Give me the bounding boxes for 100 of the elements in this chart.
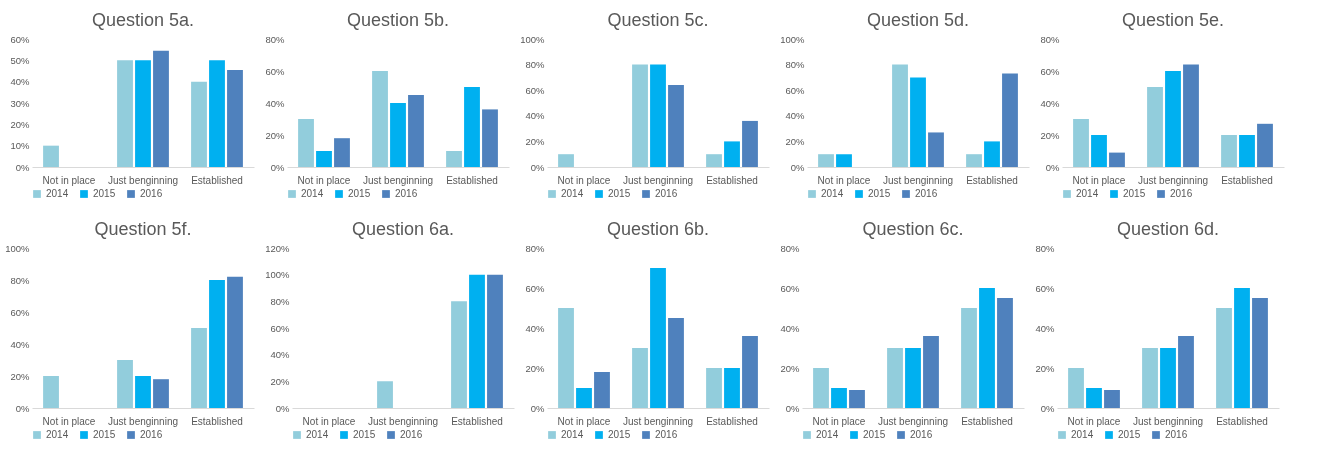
- bar: [1147, 87, 1163, 167]
- bar: [464, 87, 480, 167]
- y-tick-label: 0%: [790, 161, 806, 173]
- bar: [117, 60, 133, 167]
- y-tick-label: 0%: [275, 402, 291, 414]
- legend-label: 2014: [306, 429, 329, 440]
- y-tick-label: 60%: [785, 84, 806, 96]
- bar: [818, 154, 834, 167]
- legend-label: 2014: [46, 429, 69, 440]
- bar: [316, 151, 332, 167]
- legend-label: 2015: [608, 429, 631, 440]
- bar: [372, 71, 388, 167]
- legend-label: 2014: [561, 429, 584, 440]
- y-tick-label: 0%: [530, 161, 546, 173]
- x-tick-label: Established: [961, 415, 1013, 427]
- bar: [153, 50, 169, 167]
- bar: [966, 154, 982, 167]
- y-tick-label: 60%: [265, 65, 286, 77]
- legend-label: 2015: [868, 188, 891, 199]
- x-tick-label: Just benginning: [877, 415, 949, 427]
- bar: [298, 119, 314, 167]
- y-tick-label: 0%: [1045, 161, 1061, 173]
- y-tick-label: 80%: [780, 242, 801, 254]
- bar: [836, 154, 852, 167]
- legend-label: 2014: [816, 429, 839, 440]
- bar: [1257, 123, 1273, 167]
- y-tick-label: 20%: [10, 370, 31, 382]
- y-tick-label: 60%: [10, 33, 31, 45]
- y-tick-label: 40%: [780, 322, 801, 334]
- x-tick-label: Just benginning: [622, 174, 694, 186]
- y-tick-label: 80%: [265, 33, 286, 45]
- y-tick-label: 60%: [780, 282, 801, 294]
- bar: [334, 138, 350, 167]
- x-tick-label: Established: [191, 415, 243, 427]
- y-tick-label: 50%: [10, 54, 31, 66]
- bar: [558, 154, 574, 167]
- y-tick-label: 20%: [525, 135, 546, 147]
- x-tick-label: Just benginning: [107, 415, 179, 427]
- y-tick-label: 40%: [270, 349, 291, 361]
- legend-label: 2016: [395, 188, 418, 199]
- legend-label: 2015: [93, 188, 116, 199]
- y-tick-label: 0%: [1040, 402, 1056, 414]
- y-tick-label: 0%: [270, 161, 286, 173]
- y-tick-label: 40%: [265, 97, 286, 109]
- bar: [1142, 348, 1158, 408]
- y-tick-label: 20%: [1040, 129, 1061, 141]
- chart-title: Question 5a.: [91, 10, 195, 30]
- legend-label: 2015: [863, 429, 886, 440]
- chart-title: Question 5d.: [866, 10, 970, 30]
- bar: [43, 376, 59, 408]
- x-tick-label: Not in place: [42, 174, 96, 186]
- y-tick-label: 20%: [780, 362, 801, 374]
- bar: [910, 77, 926, 167]
- y-tick-label: 60%: [10, 306, 31, 318]
- legend-label: 2014: [46, 188, 69, 199]
- y-tick-label: 60%: [270, 322, 291, 334]
- bar: [892, 64, 908, 167]
- x-tick-label: Established: [706, 174, 758, 186]
- x-tick-label: Established: [1216, 415, 1268, 427]
- x-tick-label: Just benginning: [622, 415, 694, 427]
- bar: [1239, 135, 1255, 167]
- bar: [1104, 390, 1120, 408]
- chart-title: Question 5f.: [94, 219, 192, 239]
- bar: [1002, 73, 1018, 167]
- legend-label: 2015: [1123, 188, 1146, 199]
- legend-label: 2016: [910, 429, 933, 440]
- bar: [576, 388, 592, 408]
- x-tick-label: Established: [446, 174, 498, 186]
- y-tick-label: 40%: [1035, 322, 1056, 334]
- x-tick-label: Not in place: [1067, 415, 1121, 427]
- y-tick-label: 40%: [525, 110, 546, 122]
- bar: [905, 348, 921, 408]
- x-tick-label: Established: [1221, 174, 1273, 186]
- bar: [408, 95, 424, 167]
- x-tick-label: Not in place: [297, 174, 351, 186]
- chart-title: Question 5e.: [1121, 10, 1225, 30]
- bar: [487, 274, 503, 408]
- y-tick-label: 0%: [15, 402, 31, 414]
- y-tick-label: 0%: [15, 161, 31, 173]
- x-tick-label: Established: [706, 415, 758, 427]
- y-tick-label: 40%: [1040, 97, 1061, 109]
- bar: [153, 379, 169, 408]
- bar: [887, 348, 903, 408]
- x-tick-label: Established: [451, 415, 503, 427]
- chart-title: Question 5c.: [607, 10, 709, 30]
- bar: [594, 372, 610, 408]
- bar: [1086, 388, 1102, 408]
- y-tick-label: 0%: [530, 402, 546, 414]
- y-tick-label: 100%: [265, 269, 291, 281]
- chart-title: Question 5b.: [346, 10, 450, 30]
- y-tick-label: 20%: [525, 362, 546, 374]
- bar: [849, 390, 865, 408]
- y-tick-label: 60%: [525, 84, 546, 96]
- bar: [227, 69, 243, 167]
- bar: [1068, 368, 1084, 408]
- y-tick-label: 20%: [10, 118, 31, 130]
- y-tick-label: 20%: [785, 135, 806, 147]
- bar: [961, 308, 977, 408]
- y-tick-label: 60%: [525, 282, 546, 294]
- bar: [742, 336, 758, 408]
